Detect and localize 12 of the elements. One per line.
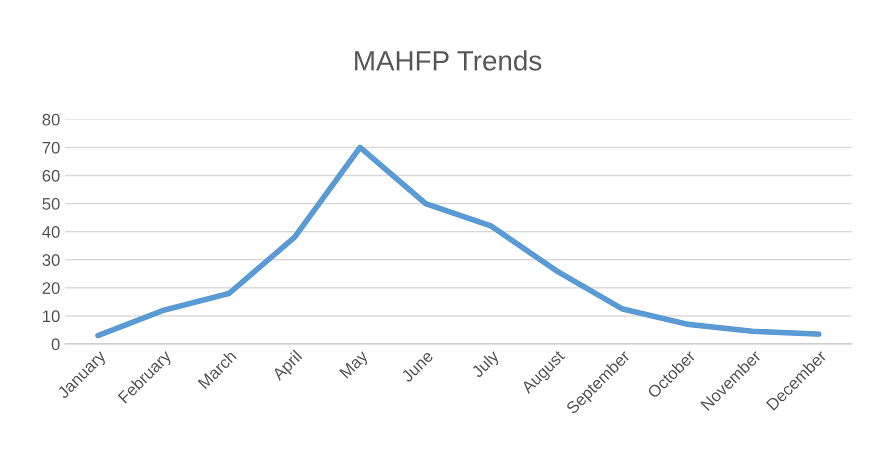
y-tick-label: 50 [42,198,60,210]
y-tick-label: 40 [42,226,60,238]
y-tick-label: 80 [42,114,60,126]
y-tick-label: 10 [43,310,60,322]
x-tick-label: July [470,348,502,381]
chart-title: MAHFP Trends [355,50,542,71]
y-tick-label: 0 [52,338,60,350]
y-tick-label: 70 [42,142,60,154]
y-tick-label: 20 [42,282,60,294]
y-tick-label: 30 [42,254,60,266]
y-tick-label: 60 [42,170,60,182]
x-tick-label: May [339,349,372,382]
